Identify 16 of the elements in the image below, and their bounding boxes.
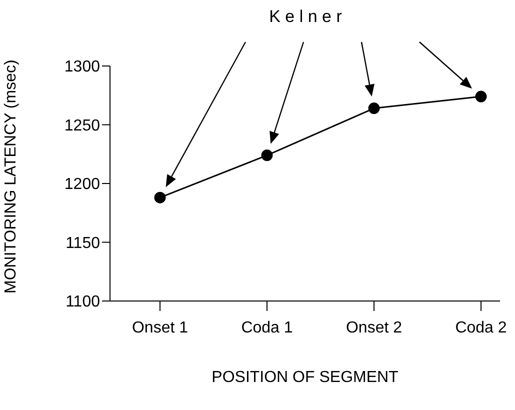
y-tick-label: 1300 <box>64 58 100 76</box>
y-tick-label: 1250 <box>64 117 100 134</box>
point <box>368 102 380 114</box>
y-axis-title: MONITORING LATENCY (msec) <box>2 60 20 294</box>
y-tick-label: 1150 <box>66 234 100 252</box>
x-axis-title: POSITION OF SEGMENT <box>212 369 399 386</box>
x-tick-label: Onset 2 <box>346 319 402 336</box>
y-tick-label: 1100 <box>66 294 100 311</box>
x-tick-label: Coda 1 <box>241 319 293 336</box>
point <box>261 150 273 162</box>
y-tick-label: 1200 <box>64 176 100 194</box>
point <box>475 90 487 102</box>
x-tick-label: Coda 2 <box>455 319 507 336</box>
x-tick-label: Onset 1 <box>132 319 188 336</box>
point <box>154 192 166 204</box>
text: K e l n e r <box>269 7 342 26</box>
